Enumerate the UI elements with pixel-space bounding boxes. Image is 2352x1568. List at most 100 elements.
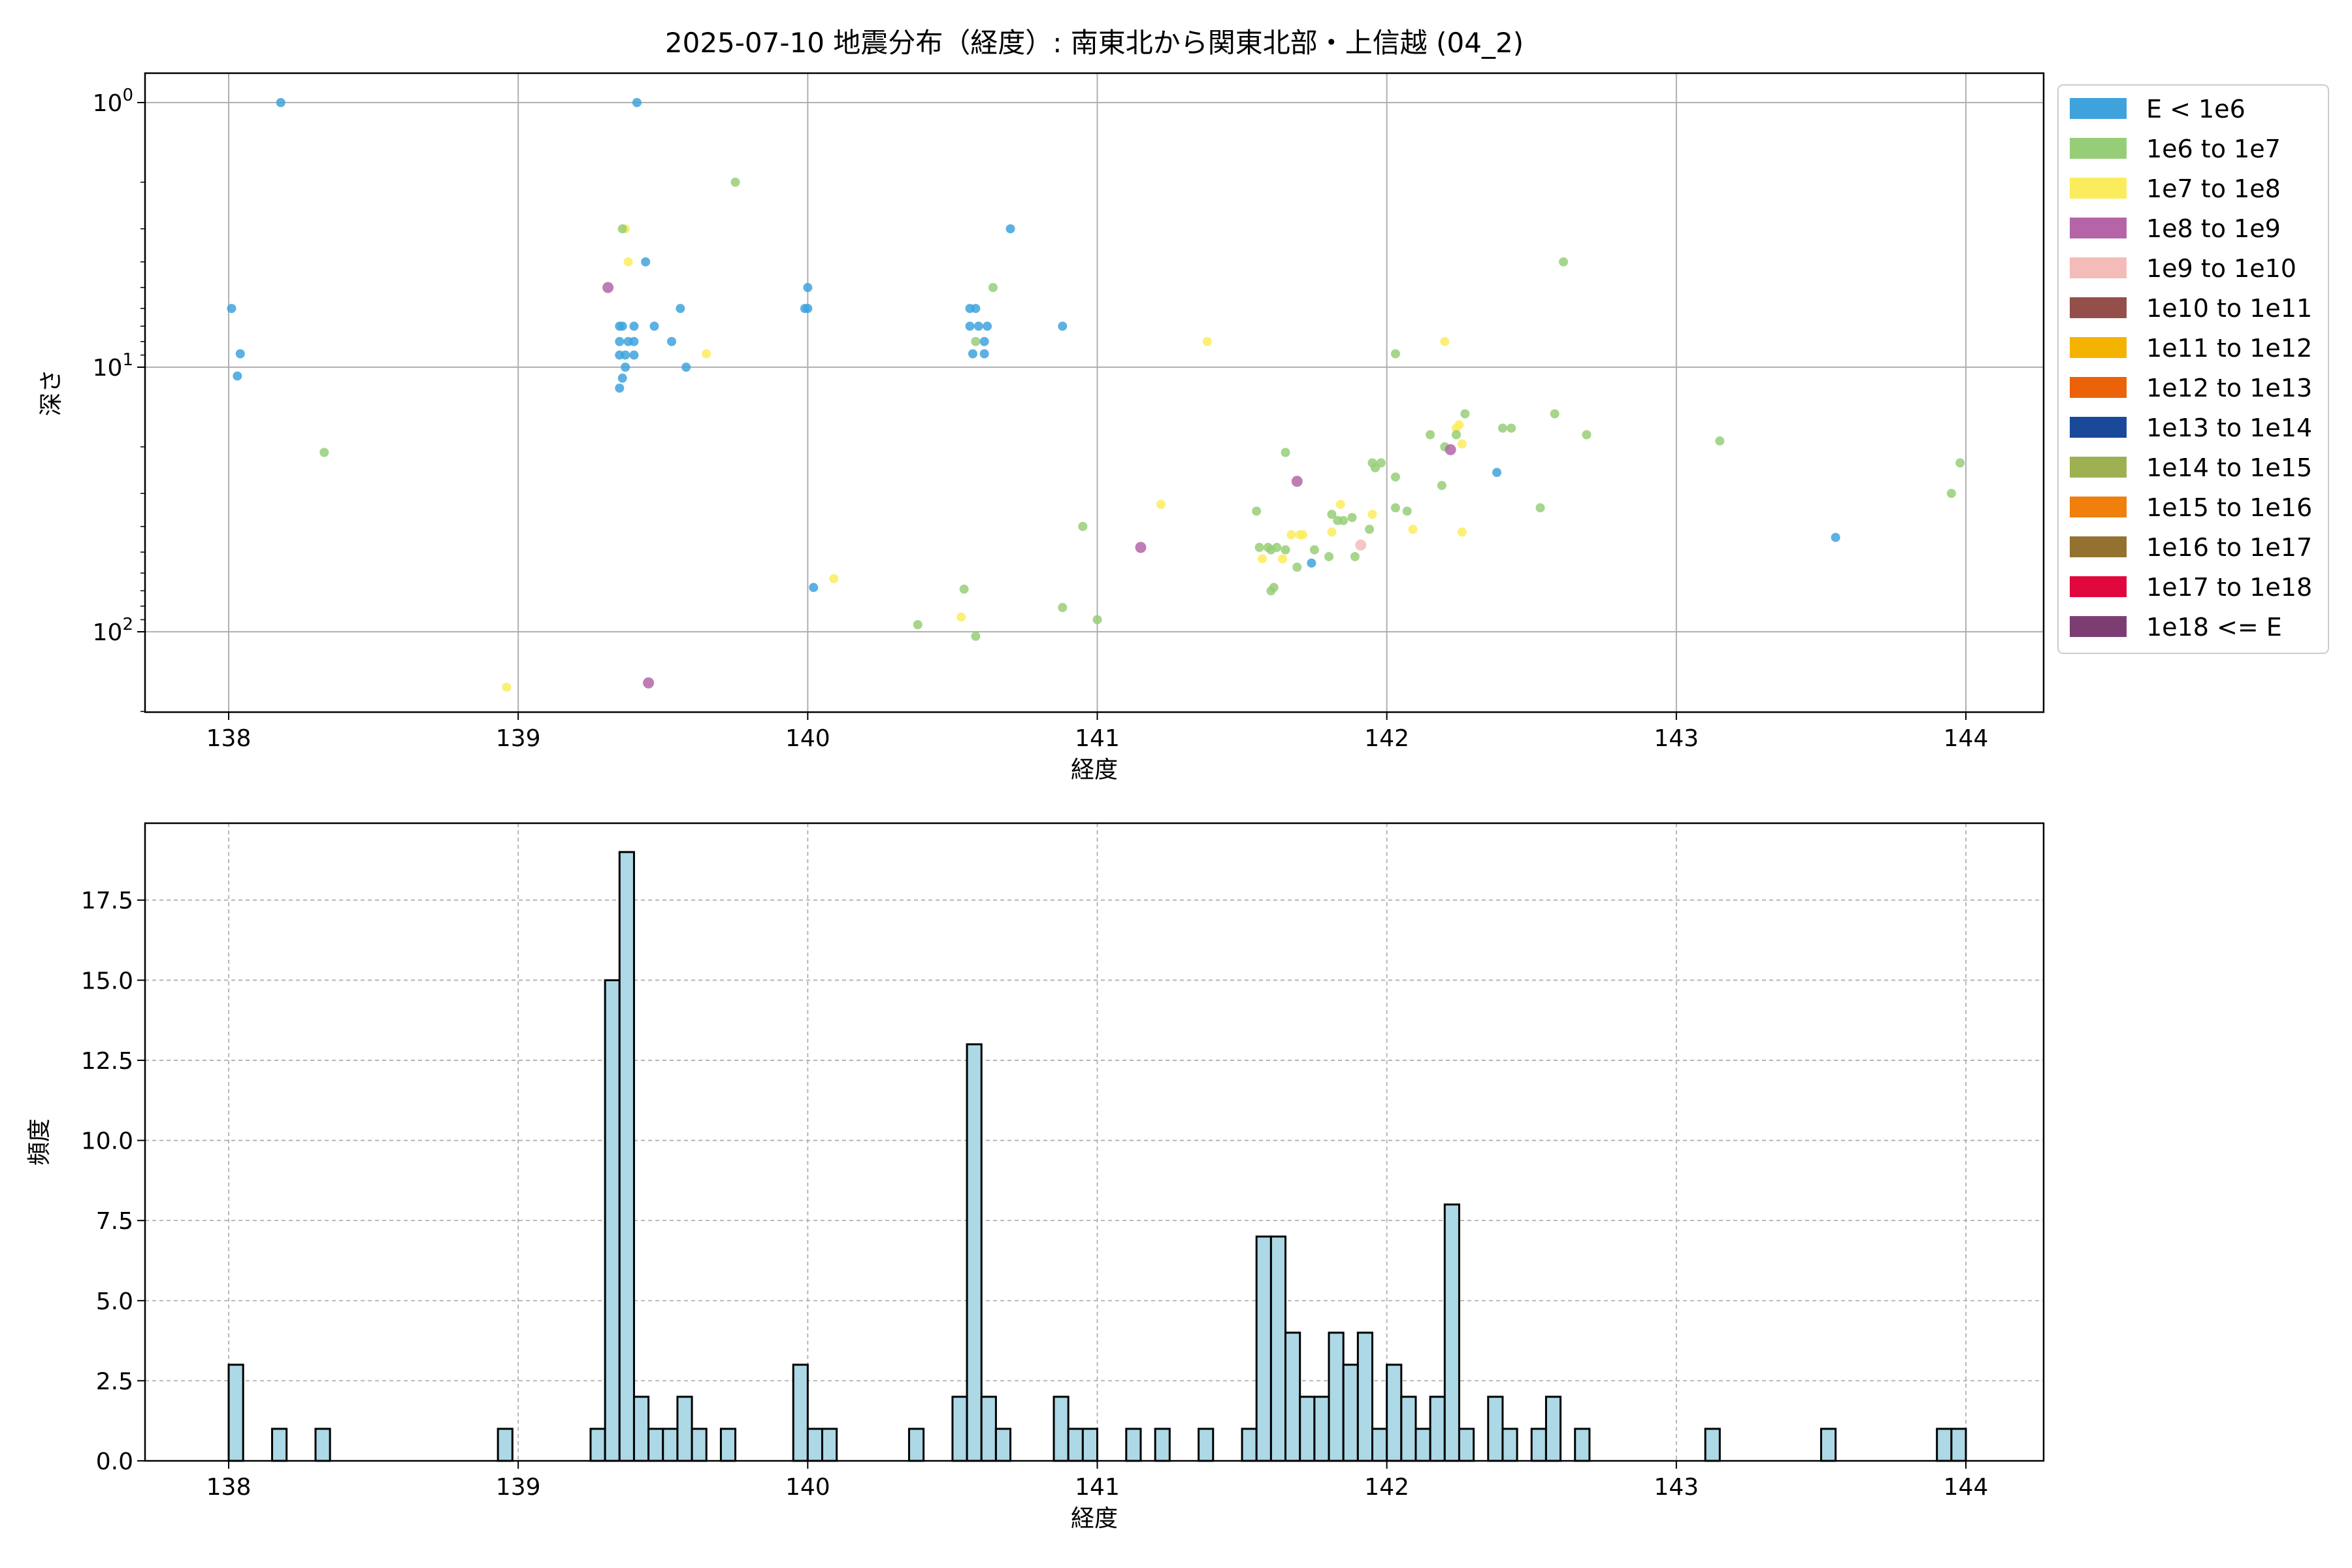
histogram-bar <box>632 1396 650 1462</box>
histogram-chart: 138 139 140 141 142 143 144 0.0 2.5 5.0 7.5 10.0 12… <box>26 822 2045 1532</box>
scatter-point <box>956 612 966 622</box>
scatter-point <box>1457 527 1467 537</box>
scatter-point <box>979 336 989 346</box>
scatter-point <box>983 321 992 331</box>
legend-label: 1e11 to 1e12 <box>2146 334 2312 363</box>
histogram-bar <box>1704 1428 1721 1462</box>
histogram-bar <box>1386 1364 1403 1462</box>
scatter-point <box>615 384 625 393</box>
histogram-bar <box>1501 1428 1518 1462</box>
histogram-y-tick-label: 15.0 <box>81 968 133 994</box>
histogram-bar <box>1255 1235 1272 1462</box>
scatter-point <box>1452 430 1462 440</box>
scatter-y-tick-exponent: 0 <box>122 86 133 105</box>
histogram-bar <box>951 1396 968 1462</box>
legend-label: 1e6 to 1e7 <box>2146 135 2281 163</box>
legend-swatch <box>2070 98 2127 119</box>
scatter-point <box>1347 513 1357 523</box>
scatter-point <box>1715 436 1725 446</box>
scatter-point <box>1092 615 1102 625</box>
scatter-point <box>629 350 639 360</box>
scatter-point <box>1497 423 1507 433</box>
scatter-point <box>1831 532 1840 542</box>
scatter-point <box>1454 420 1464 430</box>
histogram-bar <box>691 1428 708 1462</box>
scatter-point <box>1005 224 1015 234</box>
scatter-point <box>809 583 819 593</box>
legend-label: 1e7 to 1e8 <box>2146 174 2281 203</box>
scatter-point <box>621 350 630 360</box>
scatter-point <box>1457 439 1467 449</box>
histogram-bar <box>1371 1428 1388 1462</box>
legend-swatch <box>2070 178 2127 199</box>
histogram-bar <box>497 1428 514 1462</box>
legend-label: 1e13 to 1e14 <box>2146 414 2312 442</box>
scatter-point <box>1507 423 1516 433</box>
legend-label: 1e9 to 1e10 <box>2146 254 2296 283</box>
legend-swatch <box>2070 616 2127 637</box>
histogram-bar <box>1936 1428 1953 1462</box>
scatter-point <box>643 677 655 689</box>
scatter-point <box>1281 545 1290 555</box>
scatter-point <box>1460 409 1470 419</box>
histogram-bar <box>1414 1428 1431 1462</box>
scatter-x-tick-label: 143 <box>1654 725 1699 752</box>
scatter-point <box>1202 336 1212 346</box>
scatter-point <box>1390 349 1400 359</box>
scatter-point <box>1156 499 1166 509</box>
legend-swatch <box>2070 138 2127 159</box>
histogram-y-tick-label: 2.5 <box>96 1368 133 1395</box>
histogram-bar <box>907 1428 925 1462</box>
scatter-x-tick-label: 139 <box>496 725 541 752</box>
histogram-y-tick-label: 17.5 <box>81 888 133 915</box>
scatter-point <box>702 349 711 359</box>
histogram-bar <box>1443 1203 1460 1462</box>
scatter-point <box>621 363 630 372</box>
scatter-point <box>1078 521 1088 531</box>
scatter-point <box>973 321 983 331</box>
scatter-point <box>1339 515 1348 525</box>
scatter-point <box>1550 409 1560 419</box>
histogram-bar <box>676 1396 693 1462</box>
scatter-point <box>803 304 813 314</box>
legend-swatch <box>2070 337 2127 358</box>
legend-label: 1e12 to 1e13 <box>2146 374 2312 402</box>
scatter-point <box>227 304 237 314</box>
histogram-bar <box>1053 1396 1070 1462</box>
scatter-point <box>979 349 989 359</box>
scatter-point <box>617 224 627 234</box>
scatter-plot-frame <box>144 72 2045 713</box>
histogram-bar <box>980 1396 997 1462</box>
scatter-point <box>959 584 969 594</box>
scatter-point <box>629 336 639 346</box>
scatter-point <box>1445 444 1456 455</box>
histogram-bar <box>1544 1396 1562 1462</box>
scatter-point <box>615 336 625 346</box>
scatter-x-tick-label: 140 <box>785 725 830 752</box>
histogram-bar <box>1269 1235 1287 1462</box>
scatter-x-axis-label: 経度 <box>1071 757 1118 783</box>
histogram-bar <box>1154 1428 1171 1462</box>
histogram-bar <box>1328 1331 1345 1462</box>
histogram-bar <box>1487 1396 1504 1462</box>
scatter-y-tick-exponent: 2 <box>122 615 133 634</box>
histogram-plot-frame <box>144 822 2045 1462</box>
scatter-point <box>629 321 639 331</box>
scatter-point <box>649 321 659 331</box>
histogram-y-axis-label: 頻度 <box>26 1119 53 1166</box>
histogram-bar <box>1284 1331 1301 1462</box>
scatter-point <box>617 321 627 331</box>
histogram-y-tick-label: 7.5 <box>96 1208 133 1235</box>
scatter-point <box>1254 542 1264 552</box>
legend-swatch <box>2070 497 2127 517</box>
scatter-point <box>1437 481 1446 491</box>
histogram-x-tick-label: 144 <box>1944 1474 1989 1501</box>
scatter-point <box>1955 458 1965 468</box>
scatter-point <box>1558 257 1568 267</box>
scatter-point <box>1376 458 1386 468</box>
legend-swatch <box>2070 457 2127 478</box>
histogram-bar <box>314 1428 331 1462</box>
legend-label: 1e10 to 1e11 <box>2146 294 2312 323</box>
histogram-x-tick-label: 139 <box>496 1474 541 1501</box>
histogram-x-tick-label: 140 <box>785 1474 830 1501</box>
